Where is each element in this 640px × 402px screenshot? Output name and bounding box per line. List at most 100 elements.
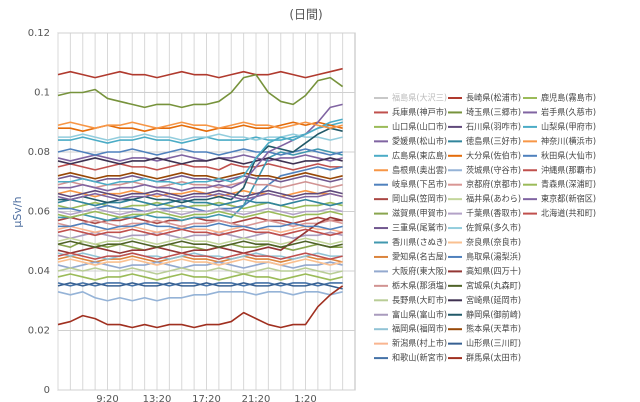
- series-line: [58, 118, 343, 186]
- series-line: [57, 291, 343, 302]
- legend-label: 大分県(佐伯市): [466, 150, 521, 161]
- legend-label: 鳥取県(湯梨浜): [466, 251, 521, 262]
- series-line: [57, 225, 343, 234]
- legend-label: 長崎県(松浦市): [466, 93, 521, 104]
- y-tick-label: 0.02: [28, 326, 50, 337]
- legend-label: 和歌山(新宮市): [392, 353, 447, 364]
- series-line: [57, 67, 343, 79]
- legend-label: 岩手県(久慈市): [541, 107, 596, 118]
- legend-label: 京都府(京都市): [466, 179, 521, 190]
- series-line: [57, 219, 343, 228]
- series-line: [57, 121, 343, 129]
- series-line: [57, 228, 343, 237]
- y-tick-label: 0.12: [28, 28, 50, 39]
- legend-label: 高知県(四万十): [466, 266, 521, 277]
- series-line: [57, 216, 343, 254]
- series-line: [57, 180, 343, 189]
- legend-label: 広島県(東広島): [392, 150, 447, 161]
- series-line: [57, 172, 343, 180]
- y-tick-label: 0: [44, 385, 50, 396]
- legend-label: 岐阜県(下呂市): [392, 179, 447, 190]
- series-line: [57, 261, 343, 269]
- y-tick-label: 0.06: [28, 207, 50, 218]
- legend-label: 奈良県(奈良市): [466, 237, 521, 248]
- series-line: [57, 148, 343, 156]
- x-tick-label: 21:20: [242, 394, 271, 402]
- legend-label: 東京都(新宿区): [541, 194, 596, 205]
- series-line: [57, 163, 343, 171]
- series-line: [58, 166, 343, 213]
- legend-label: 埼玉県(三郷市): [466, 107, 521, 118]
- series-line: [57, 285, 344, 329]
- legend-label: 山口県(山口市): [392, 121, 447, 132]
- x-tick-label: 17:20: [192, 394, 221, 402]
- series-line: [57, 267, 343, 275]
- series-line: [57, 189, 343, 198]
- series-line: [57, 192, 343, 201]
- series-line: [57, 175, 343, 183]
- series-line: [58, 133, 343, 141]
- series-line: [57, 273, 343, 281]
- legend-label: 静岡県(御前崎): [466, 309, 521, 320]
- legend-label: 島根県(奥出雲): [392, 165, 447, 176]
- series-line: [58, 148, 343, 222]
- series-line: [57, 240, 343, 248]
- legend-label: 千葉県(香取市): [466, 208, 521, 219]
- x-tick-label: 13:20: [143, 394, 172, 402]
- series-line: [58, 222, 343, 231]
- legend-label: 山梨県(甲府市): [541, 121, 596, 132]
- legend-label: 富山県(富山市): [392, 309, 447, 320]
- series-line: [57, 258, 343, 266]
- legend-label: 鹿児島(霧島市): [541, 93, 596, 104]
- series-line: [57, 198, 343, 207]
- legend-label: 群馬県(太田市): [466, 353, 521, 364]
- y-tick-label: 0.04: [28, 266, 50, 277]
- legend-label: 滋賀県(甲賀市): [392, 208, 447, 219]
- series-line: [57, 252, 343, 260]
- series-line: [57, 231, 343, 240]
- legend-label: 大阪府(東大阪): [392, 266, 447, 277]
- series-line: [57, 207, 343, 216]
- series-line: [58, 121, 343, 144]
- legend-label: 福島県(大沢三): [392, 93, 447, 104]
- legend-label: 兵庫県(神戸市): [392, 107, 447, 118]
- series-line: [57, 210, 343, 219]
- legend-label: 山形県(三川町): [466, 338, 521, 349]
- series-line: [57, 154, 343, 162]
- legend-label: 宮城県(丸森町): [466, 280, 521, 291]
- series-line: [57, 216, 343, 225]
- legend-label: 青森県(深浦町): [541, 179, 596, 190]
- legend-label: 沖縄県(那覇市): [541, 165, 596, 176]
- y-tick-label: 0.1: [34, 88, 50, 99]
- y-axis-label: µSv/h: [11, 196, 24, 227]
- legend-label: 愛媛県(松山市): [392, 136, 447, 147]
- legend: 福島県(大沢三) 兵庫県(神戸市) 山口県(山口市) 愛媛県(松山市) 広島県(東広島)…: [374, 93, 596, 364]
- series-line: [57, 157, 343, 165]
- legend-label: 香川県(さぬき): [392, 237, 447, 248]
- legend-label: 新潟県(村上市): [392, 338, 447, 349]
- series-line: [58, 127, 343, 204]
- legend-label: 秋田県(大仙市): [541, 150, 596, 161]
- legend-label: 徳島県(三好市): [466, 136, 521, 147]
- legend-label: 宮崎県(延岡市): [466, 295, 521, 306]
- legend-label: 石川県(羽咋市): [466, 121, 521, 132]
- legend-label: 栃木県(那須塩): [392, 280, 447, 291]
- legend-label: 茨城県(守谷市): [466, 165, 521, 176]
- legend-label: 神奈川(横浜市): [541, 136, 596, 147]
- series-line: [57, 189, 343, 198]
- series-line: [57, 201, 343, 210]
- series-line: [57, 240, 343, 251]
- series-line: [57, 252, 343, 260]
- x-tick-label: 1:20: [294, 394, 316, 402]
- legend-label: 三重県(尾鷲市): [392, 223, 447, 234]
- legend-label: 熊本県(天草市): [466, 324, 521, 335]
- legend-label: 北海道(共和町): [541, 208, 596, 219]
- legend-label: 佐賀県(多久市): [466, 223, 521, 234]
- legend-label: 福岡県(福岡市): [392, 324, 447, 335]
- legend-label: 岡山県(笠岡市): [392, 194, 447, 205]
- chart-title: (日間): [289, 8, 322, 22]
- series-line: [57, 282, 343, 290]
- legend-label: 福井県(あわら): [466, 194, 521, 205]
- y-tick-label: 0.08: [28, 147, 50, 158]
